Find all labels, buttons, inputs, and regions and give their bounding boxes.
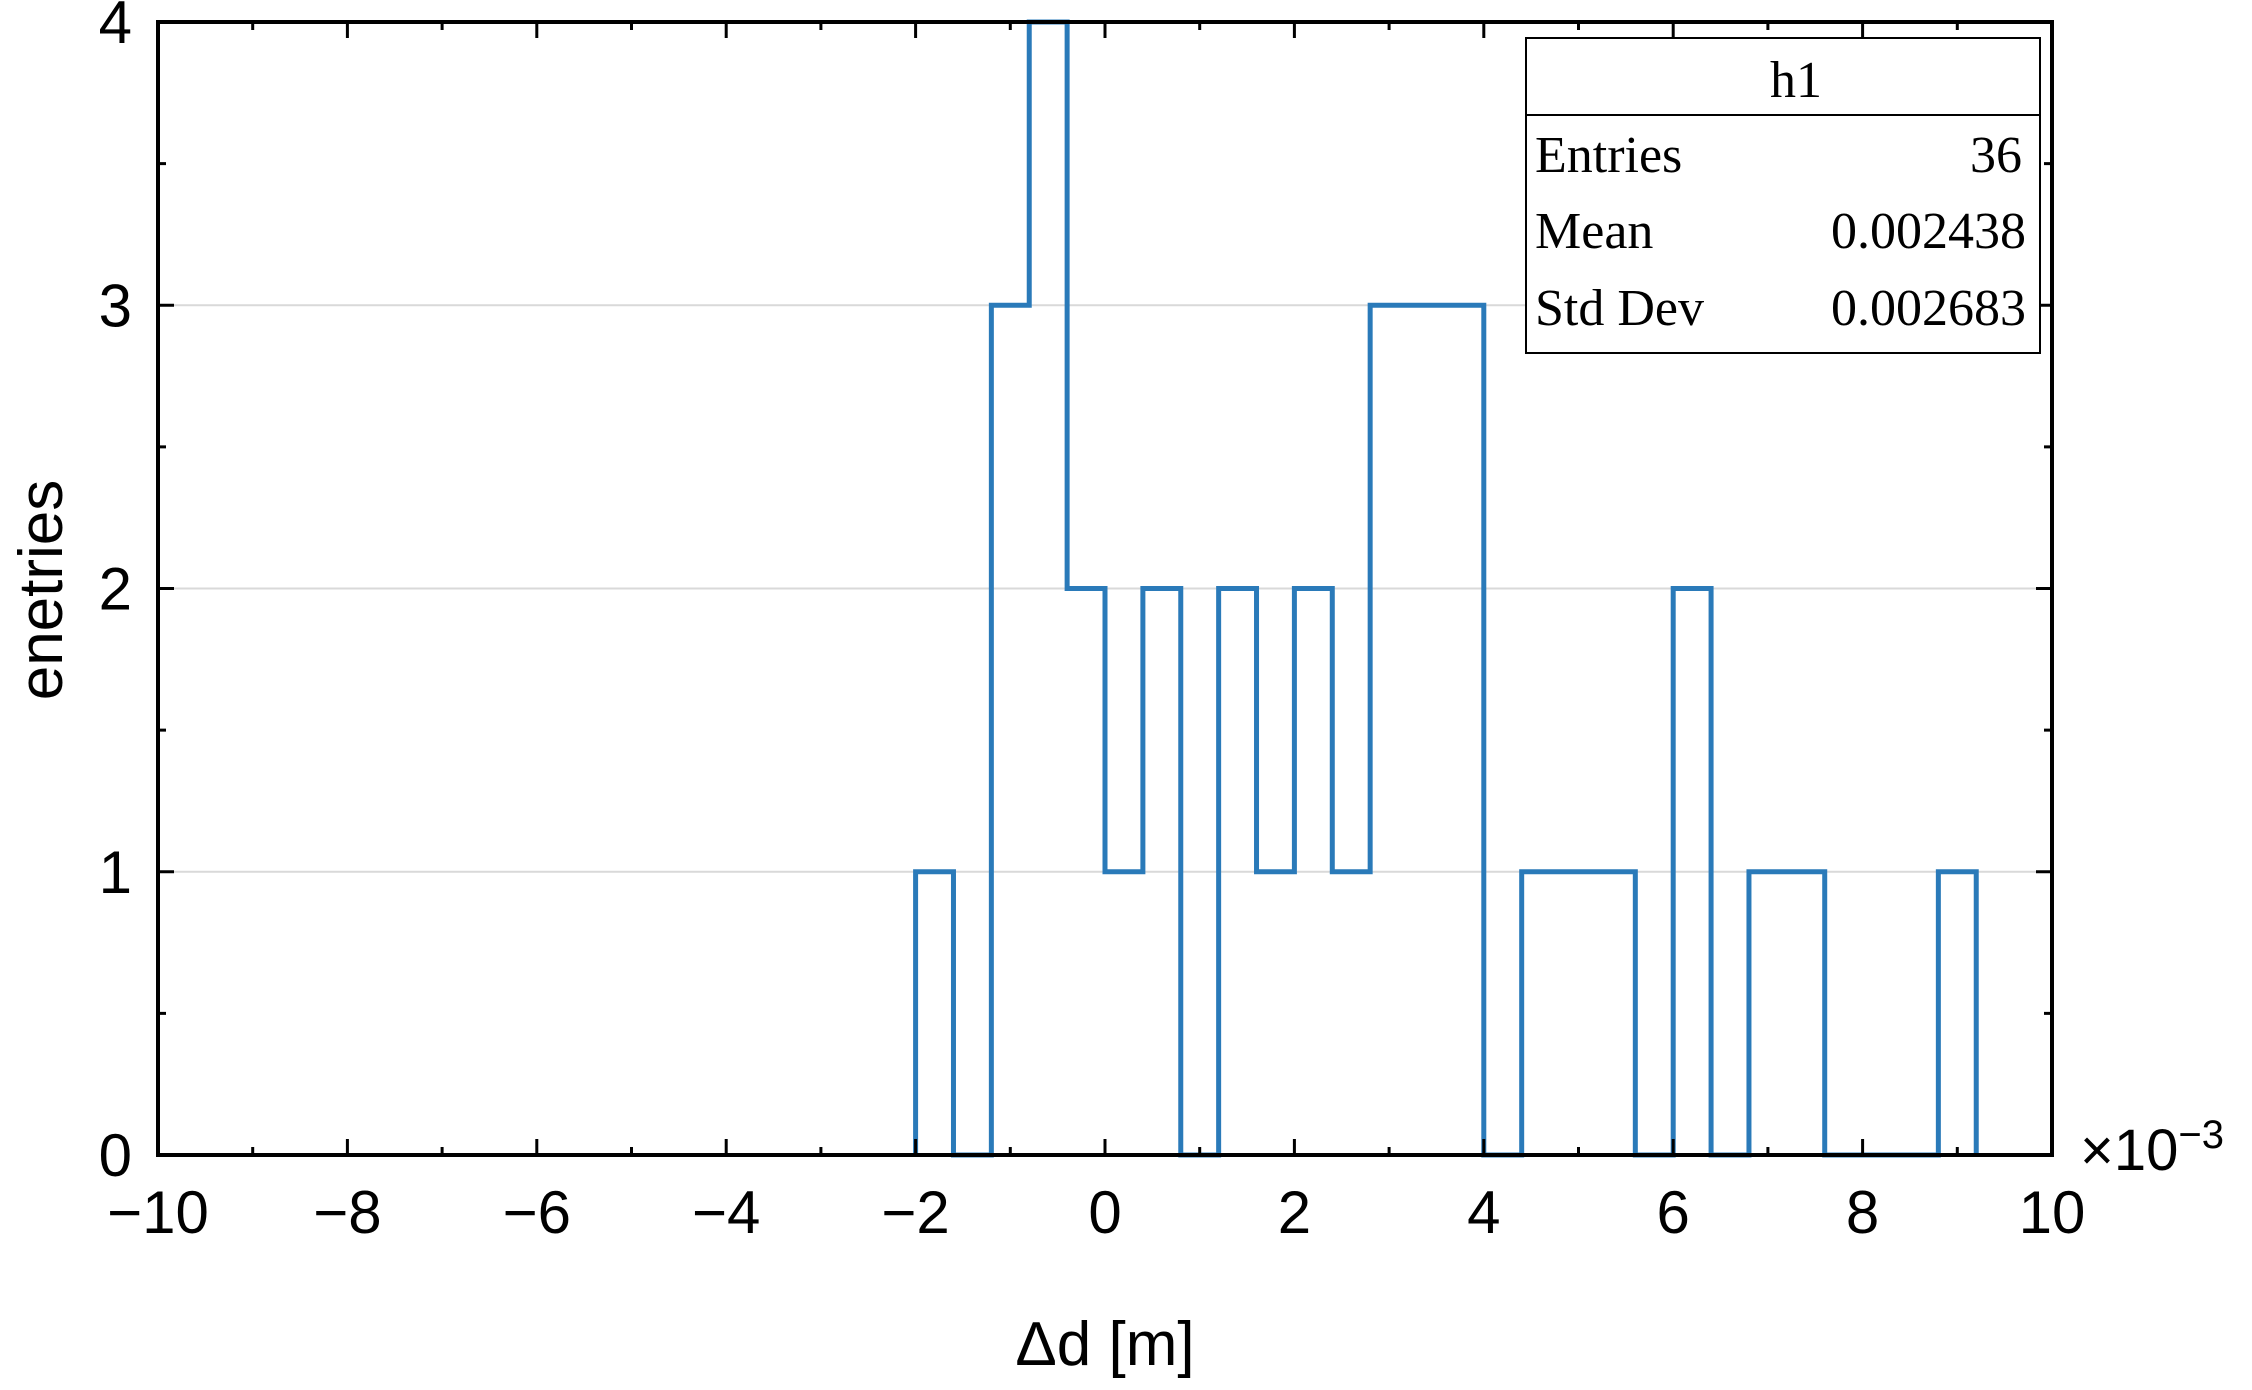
- y-tick-label: 2: [99, 556, 132, 623]
- x-tick-label: 6: [1657, 1179, 1690, 1246]
- stats-box-title: h1: [1770, 52, 1822, 109]
- x-tick-label: −2: [881, 1179, 949, 1246]
- stats-stddev-value: 0.002683: [1831, 280, 2026, 337]
- histogram-bars: [913, 19, 1979, 1158]
- x-tick-label: −6: [503, 1179, 571, 1246]
- y-tick-label: 0: [99, 1122, 132, 1189]
- axis-ticks: [156, 20, 2054, 1157]
- y-tick-label: 1: [99, 839, 132, 906]
- histogram-outline: [913, 19, 1979, 1158]
- stats-box: h1 Entries 36 Mean 0.002438 Std Dev 0.00…: [1525, 37, 2041, 354]
- y-axis-title: enetries: [7, 480, 76, 701]
- x-tick-label: 10: [2019, 1179, 2086, 1246]
- x-tick-label: −10: [107, 1179, 209, 1246]
- x-axis-title: Δd [m]: [1015, 1310, 1194, 1379]
- x-tick-labels: −10 −8 −6 −4 −2 0 2 4 6 8 10: [107, 1179, 2085, 1246]
- x-tick-label: 8: [1846, 1179, 1879, 1246]
- y-tick-labels: 0 1 2 3 4: [99, 0, 132, 1189]
- x-tick-label: −4: [692, 1179, 760, 1246]
- y-tick-label: 4: [99, 0, 132, 56]
- x-multiplier-label: ×10−3: [2080, 1113, 2224, 1183]
- x-tick-label: −8: [313, 1179, 381, 1246]
- x-multiplier-exponent: −3: [2178, 1113, 2224, 1157]
- y-tick-label: 3: [99, 272, 132, 339]
- x-tick-label: 4: [1467, 1179, 1500, 1246]
- stats-entries-label: Entries: [1535, 127, 1682, 184]
- stats-stddev-label: Std Dev: [1535, 280, 1704, 337]
- stats-entries-value: 36: [1970, 127, 2022, 184]
- x-tick-label: 2: [1278, 1179, 1311, 1246]
- stats-box-frame: [1525, 37, 2041, 354]
- stats-mean-label: Mean: [1535, 203, 1653, 260]
- x-tick-label: 0: [1088, 1179, 1121, 1246]
- stats-mean-value: 0.002438: [1831, 203, 2026, 260]
- x-multiplier-base: ×10: [2080, 1118, 2178, 1183]
